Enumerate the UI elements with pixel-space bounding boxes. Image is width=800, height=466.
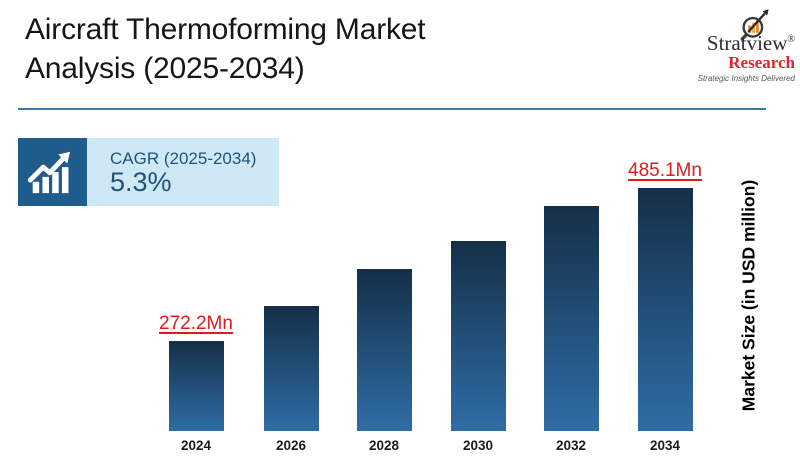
data-label-2024: 272.2Mn (159, 313, 233, 334)
brand-division: Research (728, 53, 795, 72)
cagr-card: CAGR (2025-2034) 5.3% (18, 138, 279, 206)
x-tick-2034: 2034 (649, 438, 681, 453)
bar-2034 (637, 188, 693, 431)
cagr-text: CAGR (2025-2034) 5.3% (87, 138, 256, 206)
x-tick-2032: 2032 (555, 438, 587, 453)
bar-2030 (450, 241, 506, 431)
x-tick-2024: 2024 (180, 438, 212, 453)
growth-trend-icon (27, 151, 70, 194)
bar-2024 (168, 341, 224, 431)
page-title: Aircraft Thermoforming Market Analysis (… (25, 10, 426, 88)
cagr-value: 5.3% (110, 167, 172, 197)
x-tick-2028: 2028 (368, 438, 400, 453)
title-line2: Analysis (2025-2034) (25, 52, 305, 85)
magnifier-growth-icon (740, 9, 769, 41)
bar-2028 (356, 269, 412, 431)
title-line1: Aircraft Thermoforming Market (25, 13, 426, 46)
cagr-label: CAGR (2025-2034) (110, 149, 257, 168)
y-axis-title: Market Size (in USD million) (738, 179, 759, 412)
cagr-icon-box (18, 138, 87, 206)
bar-2026 (263, 306, 319, 431)
brand-name: Stratview® (620, 31, 795, 56)
bar-2032 (543, 206, 599, 431)
x-tick-2030: 2030 (462, 438, 494, 453)
brand-tagline: Strategic Insights Delivered (697, 74, 795, 83)
x-tick-2026: 2026 (275, 438, 307, 453)
brand-name-text: Stratview (706, 31, 788, 55)
registered-trademark: ® (787, 34, 795, 45)
brand-logo: Stratview® Research Strategic Insights D… (620, 4, 798, 83)
data-label-2034: 485.1Mn (628, 160, 702, 181)
title-underline (18, 108, 766, 110)
